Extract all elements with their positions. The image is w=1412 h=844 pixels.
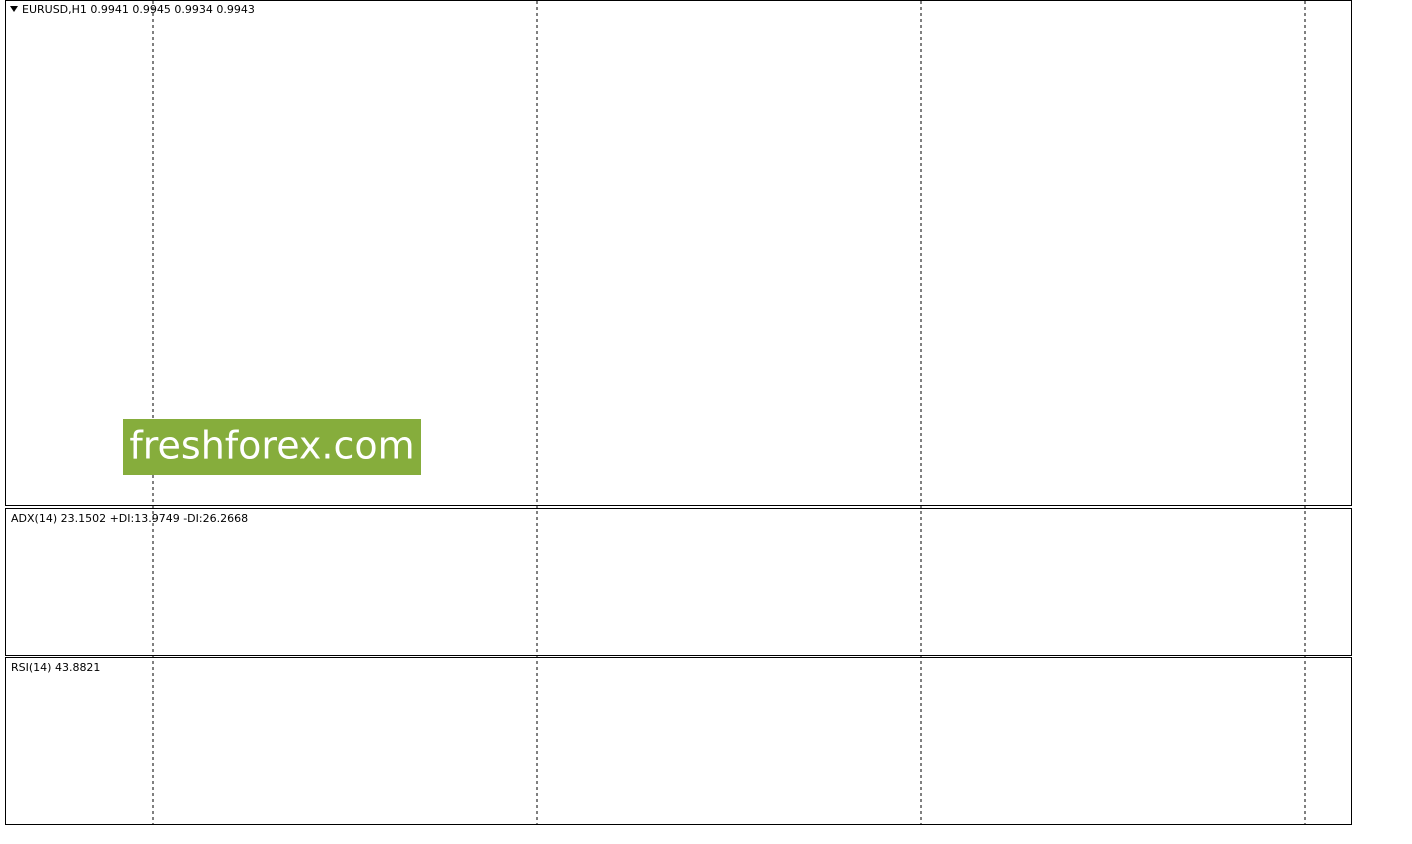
watermark-box bbox=[123, 419, 421, 475]
rsi-panel-frame bbox=[5, 657, 1352, 825]
symbol-header: EURUSD,H1 0.9941 0.9945 0.9934 0.9943 bbox=[22, 3, 255, 16]
watermark: freshforex.com bbox=[129, 424, 414, 468]
adx-panel-frame bbox=[5, 508, 1352, 656]
dropdown-icon[interactable] bbox=[10, 6, 18, 12]
adx-title: ADX(14) 23.1502 +DI:13.9749 -DI:26.2668 bbox=[11, 512, 248, 525]
price-panel-frame bbox=[5, 0, 1352, 506]
rsi-title: RSI(14) 43.8821 bbox=[11, 661, 100, 674]
